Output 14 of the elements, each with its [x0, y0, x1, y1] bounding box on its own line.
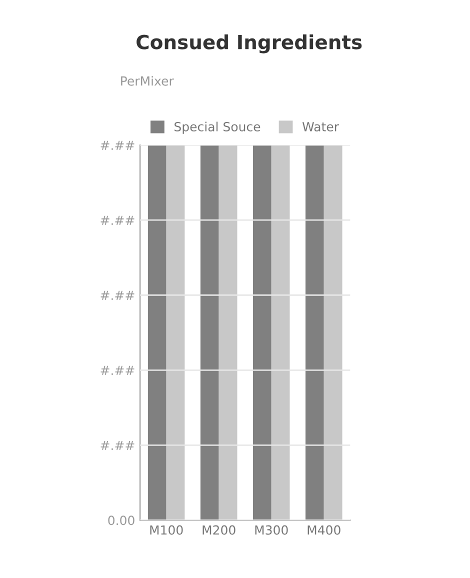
text: #.##: [100, 140, 134, 150]
x-tick-label: M400: [308, 525, 340, 535]
legend-label: Special Souce: [174, 122, 260, 134]
chart-subtitle: PerMixer: [121, 76, 174, 86]
text: #.##: [100, 440, 134, 450]
text: #.##: [100, 366, 134, 375]
x-tick-label: M200: [202, 525, 236, 535]
legend-label: Water: [302, 122, 339, 132]
text: #.##: [100, 290, 134, 300]
x-tick-label: M300: [255, 525, 288, 535]
x-tick-label: M100: [150, 525, 183, 535]
text: 0.00: [108, 516, 134, 526]
chart-title: Consued Ingredients: [136, 34, 362, 54]
text: #.##: [100, 216, 134, 225]
